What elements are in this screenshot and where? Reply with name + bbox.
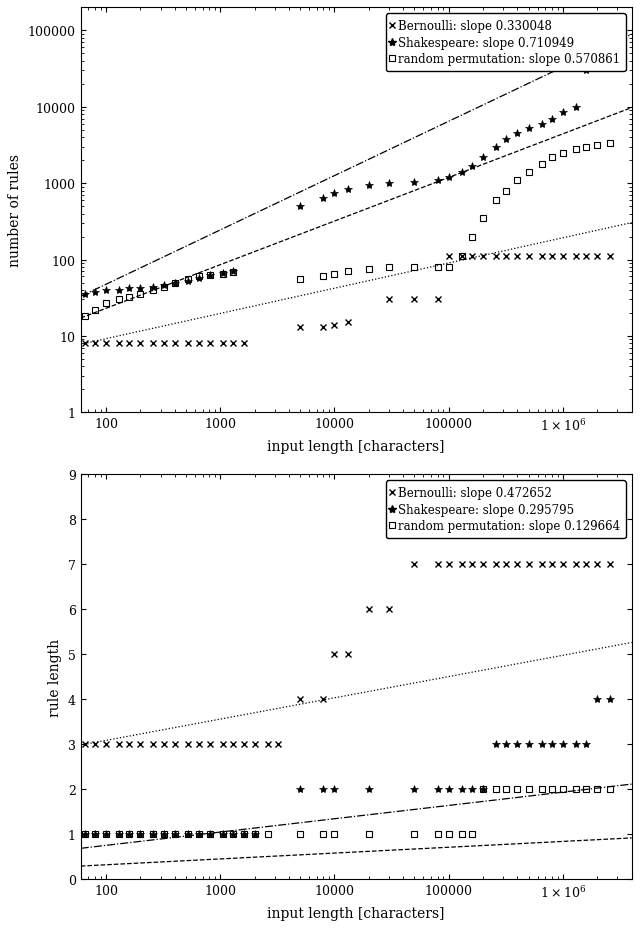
Legend: Bernoulli: slope 0.330048, Shakespeare: slope 0.710949, random permutation: slop: Bernoulli: slope 0.330048, Shakespeare: … bbox=[386, 14, 626, 72]
Y-axis label: number of rules: number of rules bbox=[8, 154, 22, 267]
X-axis label: input length [characters]: input length [characters] bbox=[268, 439, 445, 453]
X-axis label: input length [characters]: input length [characters] bbox=[268, 906, 445, 920]
Legend: Bernoulli: slope 0.472652, Shakespeare: slope 0.295795, random permutation: slop: Bernoulli: slope 0.472652, Shakespeare: … bbox=[386, 481, 626, 538]
Y-axis label: rule length: rule length bbox=[49, 638, 62, 716]
